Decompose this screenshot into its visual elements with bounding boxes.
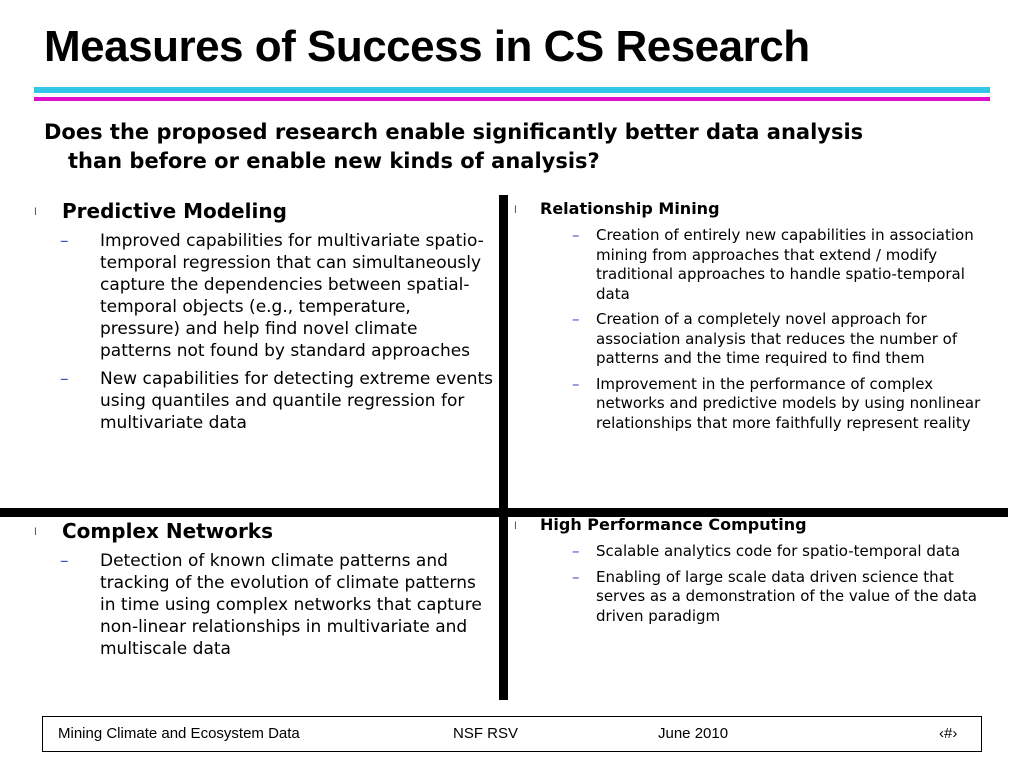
dash-icon: – xyxy=(572,226,580,244)
dash-icon: – xyxy=(572,374,580,393)
list-item: – Enabling of large scale data driven sc… xyxy=(514,568,994,627)
list-item: – Improvement in the performance of comp… xyxy=(514,375,994,434)
list-item: – New capabilities for detecting extreme… xyxy=(34,368,494,434)
list-item-text: Improvement in the performance of comple… xyxy=(596,374,981,432)
quadrant-divider-horizontal xyxy=(0,508,1008,517)
list-item-text: New capabilities for detecting extreme e… xyxy=(100,369,494,433)
quadrant-relationship-mining: l Relationship Mining – Creation of enti… xyxy=(514,198,994,433)
dash-icon: – xyxy=(60,231,69,251)
heading-text: High Performance Computing xyxy=(540,515,807,534)
title-rule-magenta xyxy=(34,97,990,101)
footer-title: Mining Climate and Ecosystem Data xyxy=(58,725,300,742)
quadrant-heading: l Complex Networks xyxy=(34,518,494,544)
quadrant-predictive-modeling: l Predictive Modeling – Improved capabil… xyxy=(34,198,494,434)
dash-icon: – xyxy=(60,369,69,389)
slide-footer: Mining Climate and Ecosystem Data NSF RS… xyxy=(42,716,982,752)
list-item-text: Scalable analytics code for spatio-tempo… xyxy=(596,542,961,560)
list-item: – Detection of known climate patterns an… xyxy=(34,550,494,660)
dash-icon: – xyxy=(572,542,580,560)
heading-text: Predictive Modeling xyxy=(62,199,287,223)
quadrant-heading: l Predictive Modeling xyxy=(34,198,494,224)
bullet-icon: l xyxy=(514,205,517,216)
list-item-text: Enabling of large scale data driven scie… xyxy=(596,567,977,625)
heading-text: Relationship Mining xyxy=(540,199,720,218)
bullet-icon: l xyxy=(34,527,37,538)
list-item-text: Improved capabilities for multivariate s… xyxy=(100,231,484,361)
list-item-text: Detection of known climate patterns and … xyxy=(100,551,482,659)
quadrant-high-performance-computing: l High Performance Computing – Scalable … xyxy=(514,514,994,626)
list-item: – Creation of entirely new capabilities … xyxy=(514,226,994,304)
list-item: – Improved capabilities for multivariate… xyxy=(34,230,494,362)
footer-date: June 2010 xyxy=(658,725,729,742)
dash-icon: – xyxy=(572,567,580,586)
footer-center: NSF RSV xyxy=(453,725,519,742)
bullet-icon: l xyxy=(514,521,517,532)
quadrant-complex-networks: l Complex Networks – Detection of known … xyxy=(34,518,494,660)
question-line-1: Does the proposed research enable signif… xyxy=(44,120,864,144)
heading-text: Complex Networks xyxy=(62,519,274,543)
bullet-icon: l xyxy=(34,207,37,218)
list-item-text: Creation of a completely novel approach … xyxy=(596,310,958,367)
quadrant-heading: l High Performance Computing xyxy=(514,514,994,536)
list-item-text: Creation of entirely new capabilities in… xyxy=(596,226,974,303)
list-item: – Creation of a completely novel approac… xyxy=(514,310,994,369)
title-rule-cyan xyxy=(34,87,990,93)
slide-title: Measures of Success in CS Research xyxy=(44,22,810,71)
dash-icon: – xyxy=(572,310,580,328)
footer-page-number: ‹#› xyxy=(939,725,958,742)
guiding-question: Does the proposed research enable signif… xyxy=(44,118,984,176)
dash-icon: – xyxy=(60,551,69,571)
question-line-2: than before or enable new kinds of analy… xyxy=(68,149,600,173)
list-item: – Scalable analytics code for spatio-tem… xyxy=(514,542,994,562)
quadrant-divider-vertical xyxy=(499,195,508,700)
quadrant-heading: l Relationship Mining xyxy=(514,198,994,220)
